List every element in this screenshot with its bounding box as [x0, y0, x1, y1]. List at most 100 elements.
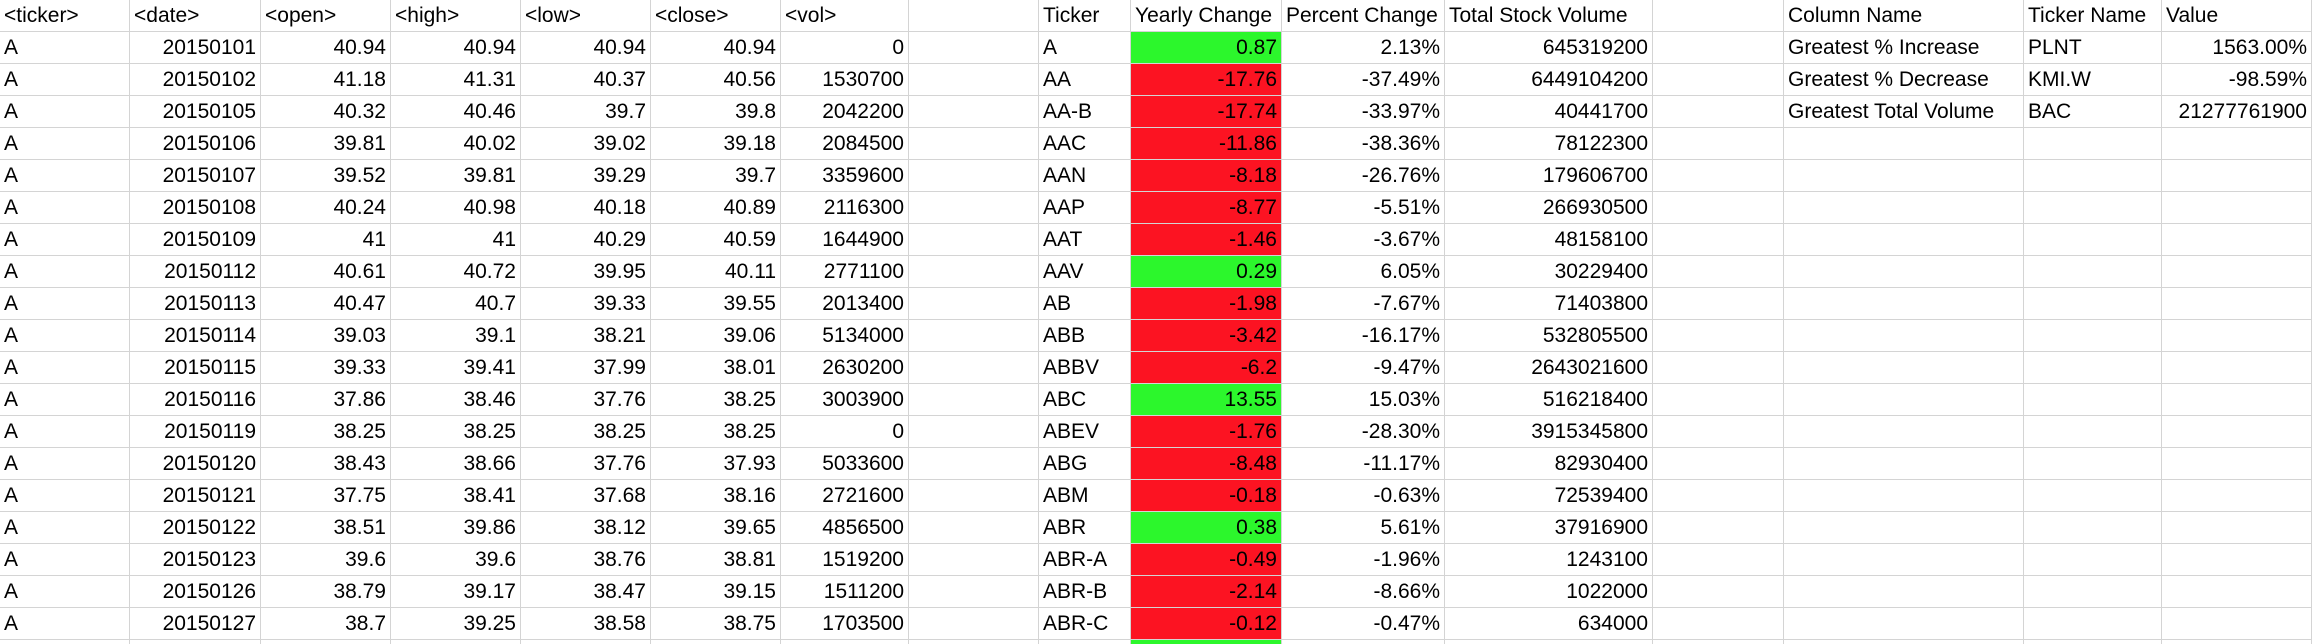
summary-cell[interactable]: -0.63% [1282, 480, 1445, 512]
summary-cell[interactable]: AAN [1039, 160, 1131, 192]
empty-cell[interactable] [1653, 480, 1784, 512]
raw-data-cell[interactable]: 39.06 [651, 320, 781, 352]
raw-data-cell[interactable]: 40.18 [521, 192, 651, 224]
yearly-change-cell[interactable]: -1.76 [1131, 416, 1282, 448]
empty-cell[interactable] [2024, 640, 2162, 644]
raw-data-cell[interactable]: 38.46 [391, 384, 521, 416]
raw-data-cell[interactable]: 20150116 [130, 384, 261, 416]
summary-cell[interactable]: 37916900 [1445, 512, 1653, 544]
greatest-cell[interactable]: 1563.00% [2162, 32, 2312, 64]
raw-ticker-cell[interactable]: A [0, 256, 130, 288]
summary-cell[interactable]: 266930500 [1445, 192, 1653, 224]
greatest-cell[interactable]: -98.59% [2162, 64, 2312, 96]
empty-cell[interactable] [909, 256, 1039, 288]
empty-cell[interactable] [2024, 192, 2162, 224]
raw-data-cell[interactable]: 37.76 [521, 384, 651, 416]
summary-header-cell[interactable]: Yearly Change [1131, 0, 1282, 32]
raw-data-cell[interactable]: 40.32 [261, 96, 391, 128]
raw-data-cell[interactable]: 38.25 [391, 416, 521, 448]
summary-cell[interactable]: -11.17% [1282, 448, 1445, 480]
raw-data-cell[interactable]: 20150112 [130, 256, 261, 288]
empty-cell[interactable] [2024, 544, 2162, 576]
raw-data-cell[interactable]: 20150113 [130, 288, 261, 320]
raw-data-cell[interactable]: 38.75 [651, 608, 781, 640]
empty-cell[interactable] [909, 448, 1039, 480]
raw-header-cell[interactable]: <ticker> [0, 0, 130, 32]
summary-cell[interactable]: 6.05% [1282, 256, 1445, 288]
raw-data-cell[interactable]: 20150126 [130, 576, 261, 608]
summary-cell[interactable]: -9.47% [1282, 352, 1445, 384]
raw-data-cell[interactable]: 39.7 [651, 160, 781, 192]
raw-ticker-cell[interactable]: A [0, 64, 130, 96]
empty-cell[interactable] [1653, 608, 1784, 640]
raw-data-cell[interactable]: 38.79 [261, 576, 391, 608]
empty-cell[interactable] [1653, 288, 1784, 320]
raw-data-cell[interactable]: 40.46 [391, 96, 521, 128]
raw-data-cell[interactable]: 40.02 [391, 128, 521, 160]
raw-data-cell[interactable]: 39.86 [391, 512, 521, 544]
raw-ticker-cell[interactable]: A [0, 96, 130, 128]
raw-data-cell[interactable]: 37.75 [261, 480, 391, 512]
empty-cell[interactable] [1784, 288, 2024, 320]
yearly-change-cell[interactable]: -17.74 [1131, 96, 1282, 128]
raw-data-cell[interactable]: 0 [781, 32, 909, 64]
empty-cell[interactable] [909, 64, 1039, 96]
empty-cell[interactable] [2024, 288, 2162, 320]
raw-data-cell[interactable]: 0 [781, 416, 909, 448]
empty-cell[interactable] [2024, 128, 2162, 160]
raw-data-cell[interactable]: 39.18 [651, 128, 781, 160]
raw-ticker-cell[interactable]: A [0, 128, 130, 160]
cell[interactable] [651, 640, 781, 644]
raw-data-cell[interactable]: 40.94 [261, 32, 391, 64]
raw-data-cell[interactable]: 2042200 [781, 96, 909, 128]
raw-data-cell[interactable]: 39.15 [651, 576, 781, 608]
raw-data-cell[interactable]: 20150101 [130, 32, 261, 64]
empty-cell[interactable] [2162, 256, 2312, 288]
yearly-change-cell[interactable]: -0.49 [1131, 544, 1282, 576]
empty-cell[interactable] [1653, 256, 1784, 288]
raw-data-cell[interactable]: 39.8 [651, 96, 781, 128]
yearly-change-cell[interactable]: -8.18 [1131, 160, 1282, 192]
raw-header-cell[interactable]: <close> [651, 0, 781, 32]
summary-cell[interactable]: AA [1039, 64, 1131, 96]
empty-cell[interactable] [2162, 640, 2312, 644]
summary-cell[interactable]: -37.49% [1282, 64, 1445, 96]
raw-data-cell[interactable]: 38.81 [651, 544, 781, 576]
empty-cell[interactable] [909, 128, 1039, 160]
empty-cell[interactable] [2162, 384, 2312, 416]
empty-cell[interactable] [1784, 448, 2024, 480]
summary-cell[interactable]: 3915345800 [1445, 416, 1653, 448]
raw-ticker-cell[interactable]: A [0, 576, 130, 608]
raw-data-cell[interactable]: 40.11 [651, 256, 781, 288]
raw-data-cell[interactable]: 20150121 [130, 480, 261, 512]
summary-cell[interactable]: AA-B [1039, 96, 1131, 128]
empty-cell[interactable] [2024, 224, 2162, 256]
empty-cell[interactable] [909, 96, 1039, 128]
summary-cell[interactable]: ABC [1039, 384, 1131, 416]
empty-cell[interactable] [1653, 576, 1784, 608]
raw-data-cell[interactable]: 40.94 [391, 32, 521, 64]
raw-data-cell[interactable]: 40.24 [261, 192, 391, 224]
summary-cell[interactable]: 48158100 [1445, 224, 1653, 256]
yearly-change-cell[interactable]: -2.14 [1131, 576, 1282, 608]
raw-data-cell[interactable]: 2116300 [781, 192, 909, 224]
raw-ticker-cell[interactable]: A [0, 544, 130, 576]
empty-cell[interactable] [909, 352, 1039, 384]
empty-cell[interactable] [1653, 32, 1784, 64]
empty-cell[interactable] [2162, 416, 2312, 448]
raw-data-cell[interactable]: 38.58 [521, 608, 651, 640]
empty-cell[interactable] [909, 224, 1039, 256]
summary-cell[interactable]: 1243100 [1445, 544, 1653, 576]
raw-data-cell[interactable]: 40.94 [651, 32, 781, 64]
raw-data-cell[interactable]: 40.29 [521, 224, 651, 256]
empty-cell[interactable] [909, 512, 1039, 544]
empty-cell[interactable] [1653, 64, 1784, 96]
summary-cell[interactable]: -33.97% [1282, 96, 1445, 128]
empty-cell[interactable] [1784, 416, 2024, 448]
empty-cell[interactable] [1653, 416, 1784, 448]
raw-data-cell[interactable]: 38.25 [521, 416, 651, 448]
empty-cell[interactable] [1784, 608, 2024, 640]
yearly-change-cell[interactable]: 13.55 [1131, 384, 1282, 416]
raw-data-cell[interactable]: 1703500 [781, 608, 909, 640]
empty-cell[interactable] [2162, 480, 2312, 512]
